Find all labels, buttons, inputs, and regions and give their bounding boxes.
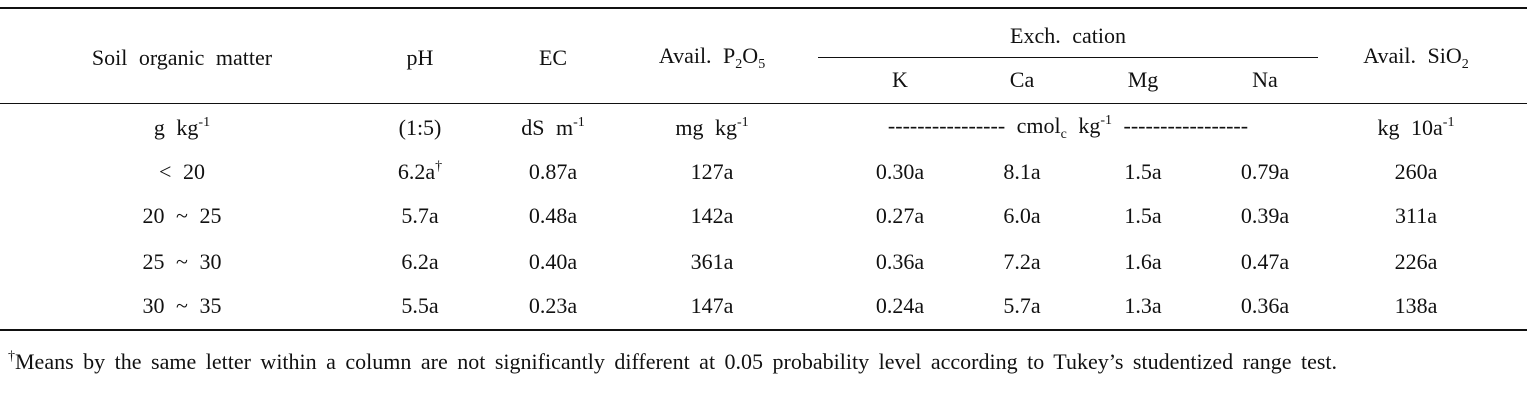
data-cell: 1.5a	[1124, 203, 1162, 228]
unit-label: mg kg-1	[675, 115, 748, 141]
data-cell: 0.36a	[875, 249, 925, 274]
footnote: †Means by the same letter within a colum…	[8, 338, 1508, 380]
data-cell: 0.87a	[528, 159, 578, 184]
text-run: O	[742, 43, 759, 68]
data-cell: 0.24a	[875, 293, 925, 318]
unit-label: ---------------- cmolc kg-1 ------------…	[888, 113, 1248, 143]
data-cell: 5.7a	[1003, 293, 1041, 318]
text-run: g kg	[153, 115, 199, 140]
header-rule	[0, 103, 1527, 104]
subscript: c	[1060, 127, 1067, 142]
data-cell: 5.5a	[401, 293, 439, 318]
data-cell: 1.6a	[1124, 249, 1162, 274]
data-cell: 7.2a	[1003, 249, 1041, 274]
supscript: -1	[573, 115, 585, 130]
data-cell: 138a	[1394, 293, 1438, 318]
data-cell: 0.47a	[1240, 249, 1290, 274]
text-run: (1:5)	[398, 115, 442, 140]
column-header: EC	[539, 45, 567, 71]
group-header: Exch. cation	[1010, 23, 1126, 48]
data-cell: 0.40a	[528, 249, 578, 274]
text-run: ---------------- cmol	[887, 113, 1061, 138]
unit-label: kg 10a-1	[1378, 115, 1455, 141]
text-run: EC	[538, 45, 568, 70]
unit-label: dS m-1	[521, 115, 585, 141]
data-cell: 0.30a	[875, 159, 925, 184]
subcolumn-header: K	[892, 67, 908, 92]
supscript: †	[435, 159, 443, 174]
subscript: 5	[758, 57, 766, 72]
text-run: dS m	[521, 115, 574, 140]
data-cell: 1.5a	[1124, 159, 1162, 184]
text-run: Soil organic matter	[91, 45, 273, 70]
data-cell: 142a	[690, 203, 734, 228]
data-cell: 260a	[1394, 159, 1438, 184]
group-rule	[818, 57, 1318, 58]
data-cell: 127a	[690, 159, 734, 184]
text-run: pH	[406, 45, 434, 70]
data-cell: 311a	[1395, 203, 1437, 228]
data-cell: 6.2a†	[398, 159, 442, 185]
data-cell: 0.36a	[1240, 293, 1290, 318]
row-label: < 20	[159, 159, 205, 184]
supscript: -1	[1100, 113, 1113, 128]
text-run: Avail. P	[658, 43, 736, 68]
subscript: 2	[735, 57, 743, 72]
row-label: 25 ~ 30	[142, 249, 222, 274]
data-cell: 361a	[690, 249, 734, 274]
data-cell: 0.48a	[528, 203, 578, 228]
column-header: Soil organic matter	[92, 45, 272, 71]
data-cell: 1.3a	[1124, 293, 1162, 318]
subscript: 2	[1461, 57, 1469, 72]
data-cell: 226a	[1394, 249, 1438, 274]
bottom-rule	[0, 329, 1527, 331]
data-cell: 6.2a	[401, 249, 439, 274]
text-run: -----------------	[1112, 113, 1249, 138]
data-cell: 6.0a	[1003, 203, 1041, 228]
subcolumn-header: Na	[1252, 67, 1278, 92]
text-run: mg kg	[675, 115, 737, 140]
text-run: Avail. SiO	[1363, 43, 1462, 68]
column-header: Avail. SiO2	[1363, 43, 1468, 73]
unit-label: (1:5)	[399, 115, 442, 141]
row-label: 30 ~ 35	[142, 293, 222, 318]
text-run: kg	[1066, 113, 1101, 138]
data-cell: 0.79a	[1240, 159, 1290, 184]
text-run: 6.2a	[397, 159, 436, 184]
data-cell: 0.27a	[875, 203, 925, 228]
subcolumn-header: Ca	[1009, 67, 1035, 92]
data-cell: 8.1a	[1003, 159, 1041, 184]
top-rule	[0, 7, 1527, 9]
data-cell: 5.7a	[401, 203, 439, 228]
column-header: pH	[407, 45, 434, 71]
subcolumn-header: Mg	[1127, 67, 1159, 92]
unit-label: g kg-1	[154, 115, 210, 141]
supscript: -1	[1442, 115, 1455, 130]
column-header: Avail. P2O5	[659, 43, 765, 73]
text-run: Means by the same letter within a column…	[15, 349, 1338, 374]
data-cell: 0.23a	[528, 293, 578, 318]
data-cell: 0.39a	[1240, 203, 1290, 228]
row-label: 20 ~ 25	[142, 203, 222, 228]
supscript: †	[8, 349, 15, 364]
supscript: -1	[198, 115, 211, 130]
text-run: kg 10a	[1377, 115, 1443, 140]
supscript: -1	[736, 115, 749, 130]
data-cell: 147a	[690, 293, 734, 318]
